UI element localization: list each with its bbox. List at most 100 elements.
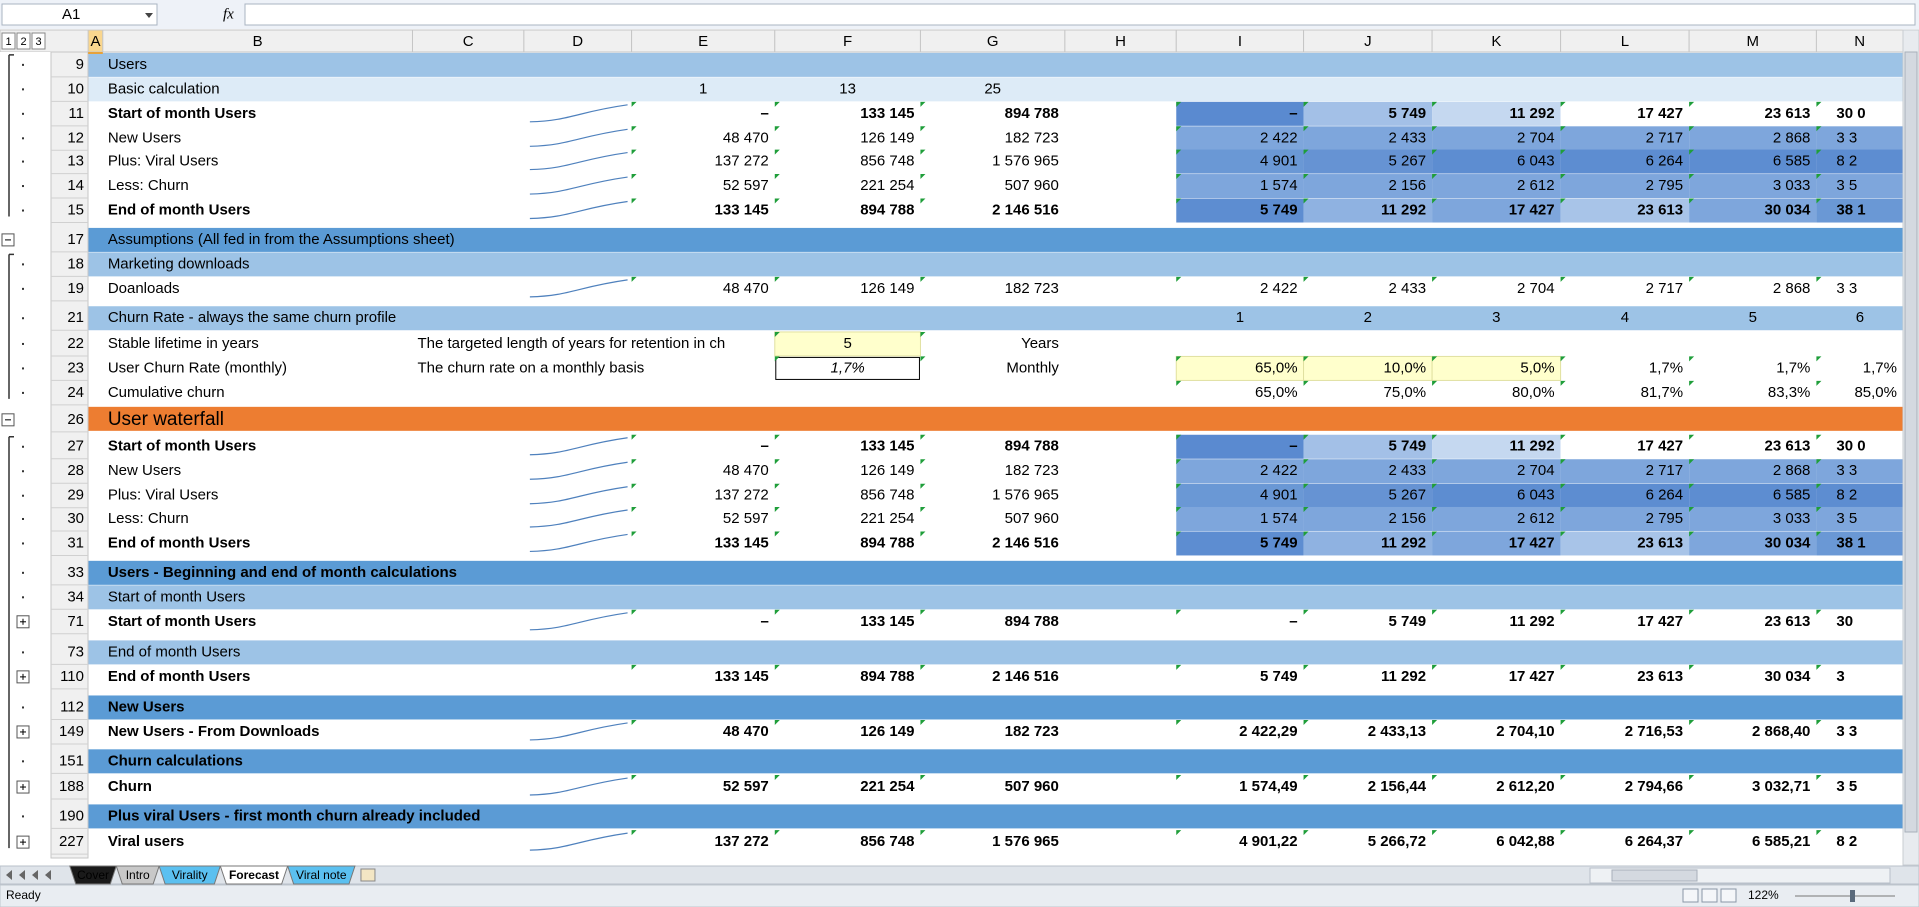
heat-cell xyxy=(1432,101,1561,126)
tab-nav-button[interactable] xyxy=(6,870,12,880)
section-band xyxy=(88,77,1903,102)
cell-text: 85,0% xyxy=(1854,384,1897,401)
cell-text: 23 613 xyxy=(1765,105,1811,122)
cell-indicator xyxy=(1176,434,1182,440)
cell-text: 2 612,20 xyxy=(1496,778,1554,795)
cell-indicator xyxy=(1560,483,1566,489)
row-header-bar xyxy=(50,51,89,859)
cell-text: 5 266,72 xyxy=(1368,833,1426,850)
cell-text: 10,0% xyxy=(1384,359,1427,376)
cell-text: Basic calculation xyxy=(108,80,220,97)
cell-text: End of month Users xyxy=(108,668,251,685)
name-box[interactable] xyxy=(1,3,158,26)
sheet-tab[interactable] xyxy=(286,865,356,885)
outline-level-button[interactable] xyxy=(31,32,46,50)
cell-text: 126 149 xyxy=(860,129,914,146)
outline-dot xyxy=(22,542,24,545)
cell-text: 2 422 xyxy=(1260,129,1298,146)
sparkline xyxy=(529,176,628,195)
tab-nav-button[interactable] xyxy=(32,870,38,880)
cell-text: New Users xyxy=(108,698,185,715)
sheet-tab-label[interactable]: Cover xyxy=(77,868,109,882)
zoom-level[interactable]: 122% xyxy=(1748,888,1779,902)
formula-buttons xyxy=(160,4,240,25)
sheet-tab-label[interactable]: Forecast xyxy=(229,868,279,882)
sheet-tab[interactable] xyxy=(69,865,117,885)
cell-text: 11 292 xyxy=(1381,534,1426,551)
cell-text: 2 868 xyxy=(1773,462,1811,479)
cell-text: Monthly xyxy=(1006,359,1059,376)
cell-text: 2 433 xyxy=(1389,462,1427,479)
cell-indicator xyxy=(1176,664,1182,670)
formula-input[interactable] xyxy=(244,3,1916,26)
cell-indicator xyxy=(920,719,926,725)
cell-text: Stable lifetime in years xyxy=(108,335,259,352)
name-box-dropdown[interactable] xyxy=(145,13,153,18)
cell-indicator xyxy=(920,531,926,537)
sheet-tab-label[interactable]: Viral note xyxy=(296,868,347,882)
row-number: 29 xyxy=(67,487,84,504)
fx-icon[interactable]: fx xyxy=(223,6,234,22)
heat-cell xyxy=(1432,506,1561,531)
sheet-tab-label[interactable]: Virality xyxy=(172,868,208,882)
zoom-thumb[interactable] xyxy=(1850,890,1855,902)
sparkline xyxy=(529,777,628,796)
cell-indicator xyxy=(1432,483,1438,489)
sheet-tab[interactable] xyxy=(158,865,222,885)
column-header-label: E xyxy=(698,33,708,50)
heat-cell xyxy=(1303,434,1433,459)
row-number: 17 xyxy=(67,231,84,248)
heat-cell xyxy=(1816,531,1903,556)
cell-indicator xyxy=(1560,174,1566,180)
cell-text: Less: Churn xyxy=(108,177,189,194)
view-button[interactable] xyxy=(1682,888,1699,903)
section-band xyxy=(88,695,1903,720)
heat-cell xyxy=(1432,174,1561,199)
column-header-label: B xyxy=(253,33,263,50)
heat-cell xyxy=(1560,531,1690,556)
cell-text: Churn Rate - always the same churn profi… xyxy=(108,309,396,326)
outline-level-button[interactable] xyxy=(1,32,16,50)
cell-text: 52 597 xyxy=(723,778,769,795)
cell-text: 23 613 xyxy=(1637,534,1683,551)
heat-cell xyxy=(1432,531,1561,556)
outline-level-label: 3 xyxy=(35,36,41,48)
cell-indicator xyxy=(631,719,637,725)
new-sheet-button[interactable] xyxy=(360,868,376,882)
cell-text: 30 0 xyxy=(1836,105,1865,122)
view-button[interactable] xyxy=(1701,888,1718,903)
cell-indicator xyxy=(1560,830,1566,836)
cell-text: 80,0% xyxy=(1512,384,1555,401)
cell-indicator xyxy=(920,174,926,180)
outline-level-button[interactable] xyxy=(16,32,31,50)
cell-indicator xyxy=(774,174,780,180)
tab-nav-button[interactable] xyxy=(19,870,25,880)
cell-text: – xyxy=(1289,613,1297,630)
cell-indicator xyxy=(1176,719,1182,725)
cell-indicator xyxy=(631,434,637,440)
sheet-tab[interactable] xyxy=(219,865,289,885)
cell-text: 11 292 xyxy=(1381,668,1426,685)
cell-text: 133 145 xyxy=(860,613,914,630)
cell-text: 3 3 xyxy=(1836,280,1857,297)
row-number: 19 xyxy=(67,280,84,297)
cell-text: 8 2 xyxy=(1836,487,1857,504)
cell-indicator xyxy=(1560,459,1566,465)
sheet-tab-label[interactable]: Intro xyxy=(126,868,150,882)
selected-column-marker xyxy=(88,52,103,54)
cell-text: 6 264 xyxy=(1646,487,1684,504)
cell-indicator xyxy=(1560,149,1566,155)
cell-indicator xyxy=(1560,380,1566,386)
vertical-scroll-thumb[interactable] xyxy=(1904,51,1918,833)
cell-indicator xyxy=(920,775,926,781)
section-band xyxy=(88,252,1903,277)
horizontal-scroll-thumb[interactable] xyxy=(1611,869,1698,882)
cell-text: 1,7% xyxy=(1649,359,1683,376)
view-button[interactable] xyxy=(1720,888,1737,903)
cell-text: 3 3 xyxy=(1836,129,1857,146)
cell-text: 2 704 xyxy=(1517,280,1555,297)
tab-nav-button[interactable] xyxy=(45,870,51,880)
cell-indicator xyxy=(1432,126,1438,132)
sheet-tab[interactable] xyxy=(115,865,160,885)
